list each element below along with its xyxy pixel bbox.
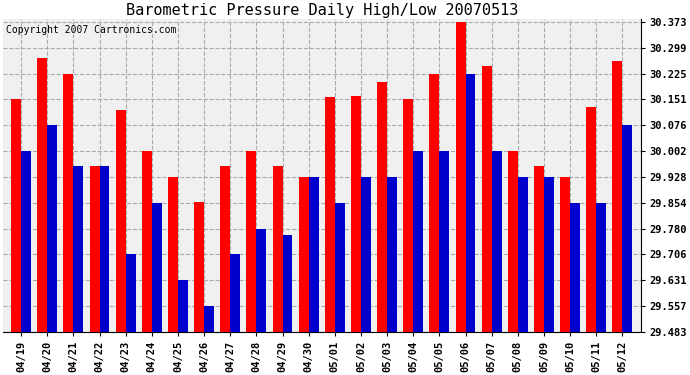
Bar [37,58,47,332]
Bar [518,177,528,332]
Bar [204,306,214,332]
Bar [63,74,73,332]
Bar [570,203,580,332]
Bar [178,280,188,332]
Bar [257,228,266,332]
Bar [142,151,152,332]
Bar [429,74,440,332]
Bar [282,236,293,332]
Bar [544,177,554,332]
Bar [246,151,257,332]
Bar [299,177,308,332]
Bar [99,166,110,332]
Bar [482,66,492,332]
Bar [116,110,126,332]
Bar [404,99,413,332]
Bar [413,151,423,332]
Bar [560,177,570,332]
Title: Barometric Pressure Daily High/Low 20070513: Barometric Pressure Daily High/Low 20070… [126,3,518,18]
Bar [596,203,607,332]
Bar [90,166,99,332]
Bar [73,166,83,332]
Bar [466,74,475,332]
Bar [152,203,161,332]
Bar [47,126,57,332]
Bar [440,151,449,332]
Text: Copyright 2007 Cartronics.com: Copyright 2007 Cartronics.com [6,25,177,35]
Bar [377,82,387,332]
Bar [220,166,230,332]
Bar [492,151,502,332]
Bar [508,151,518,332]
Bar [230,254,240,332]
Bar [361,177,371,332]
Bar [11,99,21,332]
Bar [613,62,622,332]
Bar [325,97,335,332]
Bar [21,151,31,332]
Bar [455,22,466,332]
Bar [168,177,178,332]
Bar [351,96,361,332]
Bar [194,202,204,332]
Bar [308,177,319,332]
Bar [534,166,544,332]
Bar [622,126,632,332]
Bar [273,166,282,332]
Bar [335,203,345,332]
Bar [586,106,596,332]
Bar [126,254,136,332]
Bar [387,177,397,332]
